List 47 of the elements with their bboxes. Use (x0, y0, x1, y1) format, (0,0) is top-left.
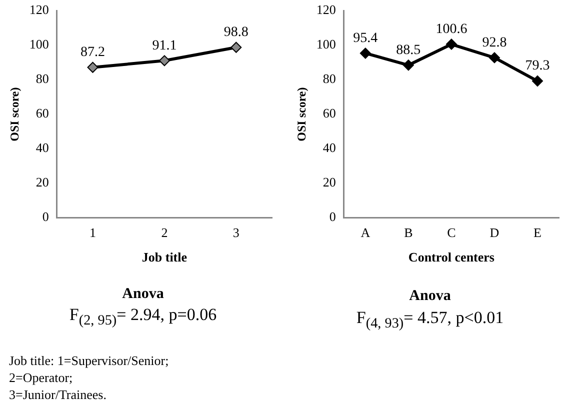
x-tick-label: 2 (161, 225, 168, 240)
point (488, 52, 500, 64)
point (532, 76, 543, 87)
text: Job title: 1=Supervisor/Senior; 2=Operator; 3=Junior/Trainees. (9, 352, 169, 403)
y-tick-label: 40 (322, 140, 336, 156)
y-tick-label: 40 (36, 140, 49, 156)
data-label: 100.6 (436, 22, 468, 37)
y-tick-label: 120 (29, 2, 49, 18)
x-axis-title: Job title (142, 250, 188, 265)
point (360, 48, 371, 59)
data-label: 95.4 (353, 30, 378, 46)
x-tick-label: B (404, 225, 414, 240)
y-tick-label: 100 (316, 36, 336, 52)
data-label: 92.8 (482, 35, 507, 50)
point (402, 60, 414, 71)
text: F$_{(2, 95)}$= 2.94, p=0.06 (68, 305, 218, 330)
y-axis-title: OSI score) (7, 87, 22, 142)
point (446, 38, 457, 50)
data-label: 79.3 (525, 58, 550, 74)
y-axis-title: OSI score) (294, 87, 308, 142)
text: Anova (121, 286, 165, 303)
y-tick-label: 60 (36, 106, 49, 121)
point (87, 62, 98, 73)
y-tick-label: 80 (322, 71, 336, 86)
point (158, 55, 170, 66)
x-tick-label: D (490, 225, 500, 240)
text: F$_{(4, 93)}$= 4.57, p<0.01 (355, 308, 505, 332)
y-tick-label: 20 (36, 174, 49, 190)
y-tick-label: 0 (42, 209, 49, 224)
y-tick-label: 60 (322, 106, 336, 121)
point (230, 42, 242, 53)
y-tick-label: 100 (29, 36, 49, 52)
data-label: 98.8 (224, 25, 248, 40)
data-label: 87.2 (80, 45, 105, 60)
y-tick-label: 120 (316, 2, 336, 18)
x-tick-label: 1 (90, 225, 96, 240)
text: Anova (408, 288, 452, 305)
y-tick-label: 80 (36, 71, 49, 86)
data-label: 91.1 (152, 38, 177, 54)
x-tick-label: C (447, 225, 456, 240)
x-tick-label: 3 (232, 225, 240, 240)
y-tick-label: 20 (322, 174, 336, 190)
x-tick-label: E (534, 225, 542, 240)
x-axis-title: Control centers (408, 250, 494, 265)
data-label: 88.5 (396, 42, 421, 58)
y-tick-label: 0 (329, 209, 336, 224)
x-tick-label: A (360, 225, 371, 240)
